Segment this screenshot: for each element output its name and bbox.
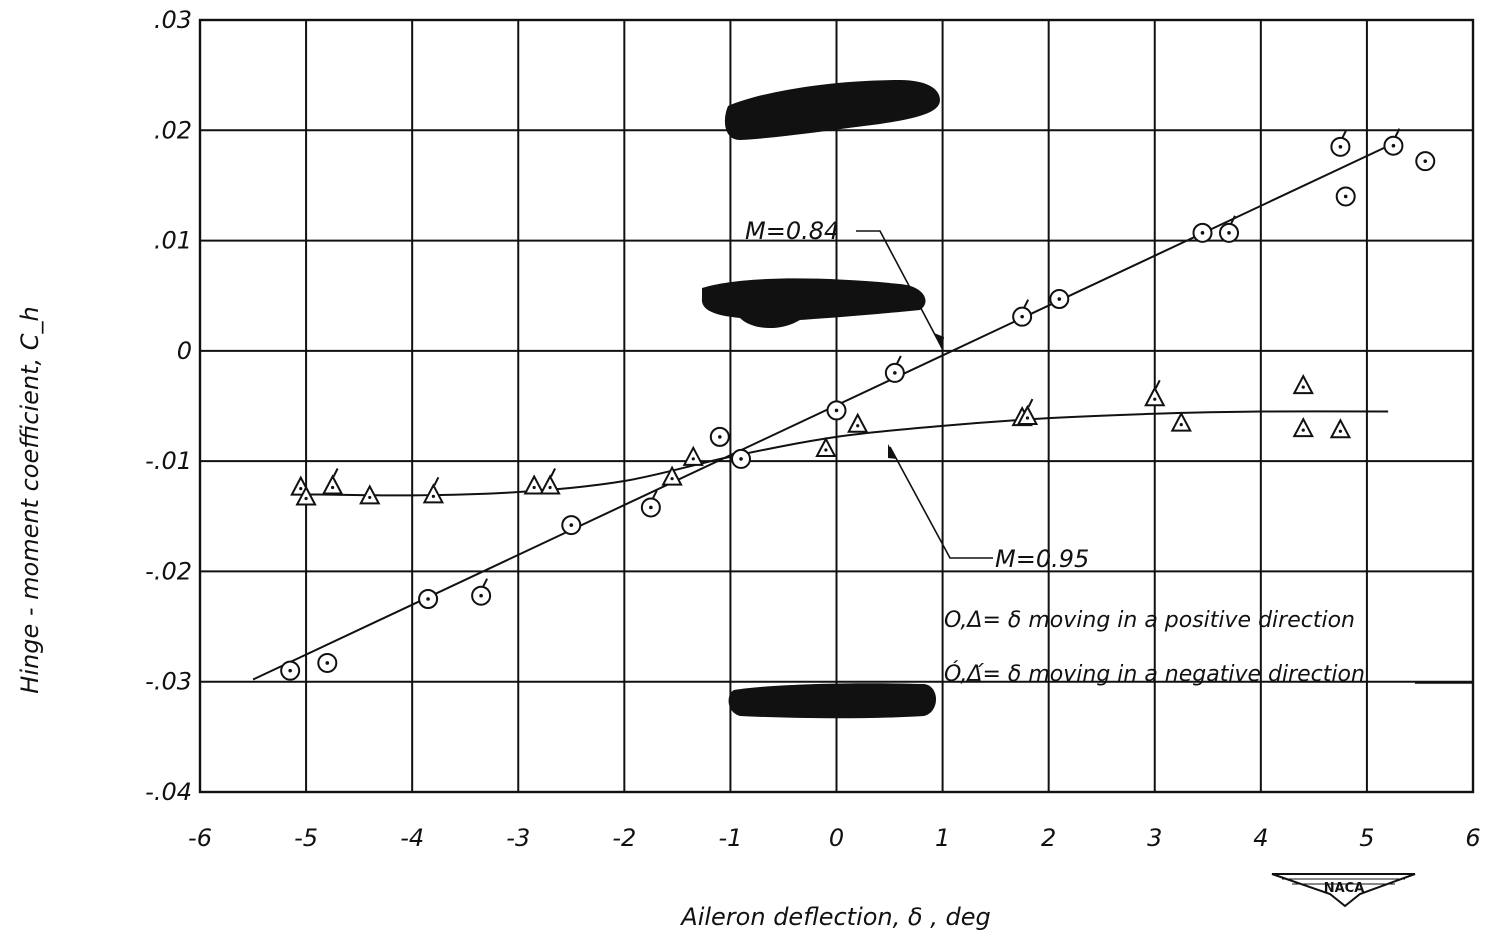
x-tick-label: -2 [612, 824, 636, 852]
x-tick-label: -6 [188, 824, 212, 852]
circle-point [1335, 186, 1356, 207]
triangle-point [359, 484, 381, 505]
circle-point [709, 426, 730, 447]
circle-point [418, 589, 439, 609]
circle-point [1012, 299, 1033, 327]
triangle-point [1170, 411, 1192, 432]
callout-m084-arrowhead [934, 333, 944, 350]
y-tick-label: -.01 [145, 447, 192, 475]
x-tick-label: 1 [935, 824, 950, 852]
x-tick-label: -5 [294, 824, 318, 852]
triangle-point [295, 485, 317, 506]
triangle-point [1292, 417, 1314, 438]
triangle-point [1144, 379, 1166, 407]
y-tick-label: .03 [154, 6, 192, 34]
x-axis-label: Aileron deflection, δ , deg [679, 903, 990, 931]
callout-m095-leader [889, 446, 993, 559]
legend: O,Δ= δ moving in a positive direction Ó,… [944, 608, 1473, 687]
y-tick-label: 0 [177, 337, 192, 365]
triangle-point [422, 476, 445, 504]
circle-point [826, 400, 847, 421]
x-tick-label: -3 [506, 824, 530, 852]
circle-point [561, 515, 582, 536]
naca-logo: NACA [1271, 873, 1416, 908]
circle-point [1330, 129, 1351, 157]
annotation-m095: M=0.95 [995, 545, 1089, 573]
scan-blots [701, 80, 940, 719]
x-tick-label: 5 [1359, 824, 1374, 852]
annotation-m084: M=0.84 [745, 217, 839, 245]
circle-point [1383, 128, 1404, 156]
triangle-point [847, 412, 869, 433]
x-tick-label: 0 [829, 824, 844, 852]
plot-frame [198, 18, 1475, 794]
circle-point [731, 448, 752, 469]
triangle-point [682, 445, 704, 466]
triangle-point [1016, 398, 1039, 426]
naca-logo-text: NACA [1324, 881, 1365, 896]
triangle-point [523, 474, 545, 495]
triangle-point [1329, 418, 1352, 439]
x-tick-labels: -6 -5 -4 -3 -2 -1 0 1 2 3 4 5 6 [188, 824, 1481, 852]
blot-2 [701, 278, 926, 329]
callout-m084-leader [856, 230, 943, 349]
y-tick-label: -.02 [145, 557, 192, 585]
callout-m095: M=0.95 [888, 444, 1089, 573]
triangle-point [1292, 374, 1314, 395]
legend-entry-negative: Ó,Δ́= δ moving in a negative direction [944, 661, 1365, 687]
circle-point [280, 660, 301, 681]
circle-point [1192, 222, 1213, 243]
x-tick-label: 6 [1465, 824, 1480, 852]
callout-m095-arrowhead [888, 444, 897, 459]
circle-point [317, 652, 338, 673]
circle-point [1049, 289, 1070, 310]
y-axis-label: Hinge - moment coefficient, C_h [16, 306, 44, 693]
y-tick-label: -.04 [145, 778, 192, 806]
x-tick-label: -1 [718, 824, 742, 852]
circle-point [1219, 215, 1240, 243]
x-tick-label: 3 [1147, 824, 1162, 852]
x-tick-label: 2 [1041, 824, 1056, 852]
x-tick-label: -4 [400, 824, 424, 852]
circle-point [884, 355, 905, 383]
y-tick-label: .02 [154, 116, 192, 144]
blot-1 [724, 80, 940, 140]
grid [198, 18, 1475, 794]
circle-point [471, 578, 492, 606]
legend-entry-positive: O,Δ= δ moving in a positive direction [944, 608, 1355, 633]
callout-m084: M=0.84 [745, 217, 944, 350]
y-tick-labels: .03 .02 .01 0 -.01 -.02 -.03 -.04 [145, 6, 192, 806]
y-tick-label: .01 [154, 227, 192, 255]
circle-point [1415, 151, 1436, 172]
triangle-point [661, 465, 683, 486]
triangle-point [321, 468, 344, 495]
blot-3 [728, 683, 936, 719]
x-tick-label: 4 [1253, 824, 1268, 852]
data-points [280, 128, 1436, 681]
fit-curve-series-1 [295, 410, 1389, 497]
triangle-point [539, 468, 561, 495]
y-tick-label: -.03 [145, 668, 192, 696]
circle-point [640, 490, 661, 518]
triangle-point [815, 436, 837, 458]
